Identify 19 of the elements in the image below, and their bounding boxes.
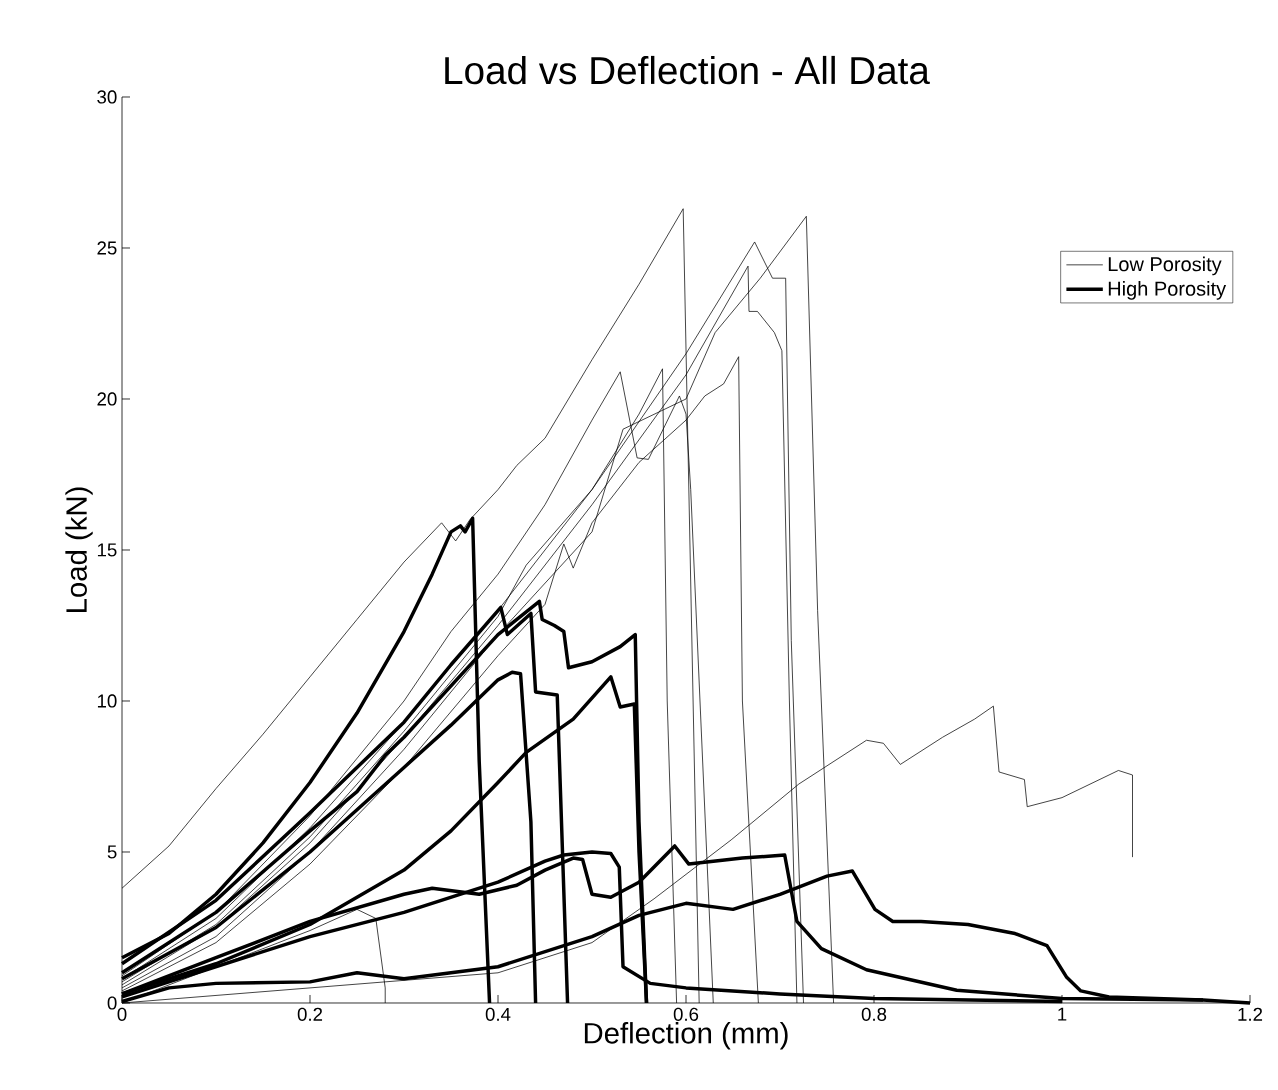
x-tick-label: 0.2: [297, 1007, 323, 1021]
legend-label: High Porosity: [1108, 281, 1227, 300]
x-axis-title: Deflection (mm): [584, 1022, 788, 1050]
x-tick-label: 0.4: [485, 1007, 511, 1021]
x-tick-label: 0.6: [673, 1007, 699, 1021]
x-tick-label: 1: [1058, 1007, 1067, 1021]
y-tick-label: 10: [97, 694, 117, 708]
y-tick-label: 0: [107, 996, 117, 1010]
y-tick-label: 5: [107, 845, 117, 859]
x-tick-label: 0.8: [861, 1007, 887, 1021]
y-tick-label: 30: [97, 90, 117, 104]
y-axis-title: Load (kN): [65, 487, 93, 612]
x-tick-label: 0: [117, 1007, 127, 1021]
legend-label: Low Porosity: [1108, 256, 1222, 276]
y-tick-label: 25: [97, 241, 117, 255]
x-tick-label: 1.2: [1238, 1007, 1263, 1021]
y-tick-label: 20: [97, 392, 117, 406]
chart-title: Load vs Deflection - All Data: [445, 55, 930, 85]
y-tick-label: 15: [97, 543, 117, 557]
